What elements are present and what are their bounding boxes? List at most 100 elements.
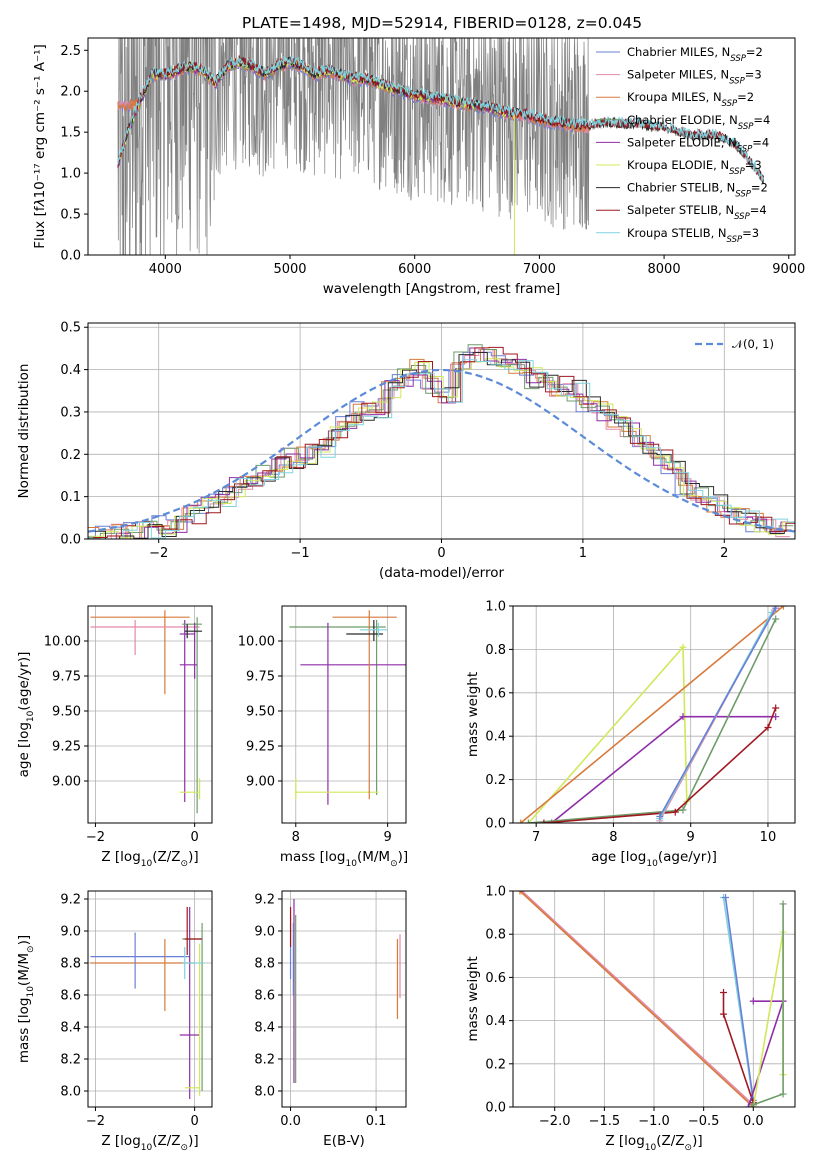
- axes-weight_vs_Z: −2.0 −1.5 −1.0 −0.5 0.0 0.0 0.2 0.4 0.6 0.8 1.0 Z […: [465, 885, 796, 1153]
- axes-frame-residuals: [87, 322, 796, 540]
- plot-area-residuals: [88, 344, 795, 539]
- series-point: [749, 997, 757, 1005]
- errorbar-chabrier-stelib: [346, 620, 384, 641]
- y-tick-label: 8.4: [60, 1021, 81, 1036]
- series-point: [720, 989, 728, 997]
- model-kroupa-stelib: [117, 54, 765, 182]
- x-tick-label: −1.5: [589, 1114, 621, 1129]
- errorbar-salpeter-stelib: [184, 907, 203, 955]
- y-axis-label: mass [log10(M/M⊙)]: [16, 935, 36, 1063]
- y-tick-label: 8.2: [60, 1053, 81, 1068]
- legend: Chabrier MILES, NSSP=2 Salpeter MILES, NS…: [596, 45, 770, 245]
- x-tick-label: 4000: [149, 262, 182, 277]
- series-point: [656, 812, 664, 820]
- errorbar-chabrier-elodie: [289, 620, 386, 795]
- x-tick-label: 0: [190, 1114, 198, 1129]
- series-point: [744, 1103, 752, 1107]
- histogram-chabrier-elodie: [88, 344, 794, 539]
- series-point: [764, 724, 772, 732]
- axes-frame-mass_vs_Z: [87, 890, 213, 1108]
- y-tick-label: 2.5: [60, 44, 81, 59]
- legend-label: Kroupa ELODIE, NSSP=3: [627, 158, 762, 177]
- axes-age_vs_Z: −2 0 9.00 9.25 9.50 9.75 10.00 Z [log10(Z/Z⊙)] a…: [16, 605, 213, 869]
- series-point: [749, 1101, 757, 1107]
- series-chabrier-elodie: [524, 615, 780, 823]
- y-tick-label: 8.2: [254, 1053, 275, 1068]
- series-point: [720, 1010, 728, 1018]
- legend-label: Salpeter STELIB, NSSP=4: [627, 203, 767, 222]
- x-tick-label: 1: [579, 546, 587, 561]
- plot-area-age_vs_mass: [289, 610, 406, 805]
- legend-label: 𝒩(0, 1): [732, 337, 774, 351]
- series-line: [519, 891, 754, 1107]
- y-tick-label: 8.4: [254, 1021, 275, 1036]
- series-kroupa-miles: [516, 891, 757, 1107]
- series-point: [772, 713, 780, 721]
- y-tick-label: 10.00: [44, 635, 81, 650]
- y-tick-label: 0.1: [60, 490, 81, 505]
- x-tick-label: 0.0: [280, 1114, 301, 1129]
- y-tick-label: 0.6: [485, 971, 506, 986]
- y-tick-label: 8.8: [60, 957, 81, 972]
- axes-frame-weight_vs_age: [512, 605, 796, 824]
- axes-weight_vs_age: 7 8 9 10 0.0 0.2 0.4 0.6 0.8 1.0 age [log10(age/yr…: [465, 600, 796, 869]
- errorbar-kroupa-miles: [90, 939, 195, 1011]
- y-tick-label: 9.0: [254, 925, 275, 940]
- errorbar-chabrier-miles: [90, 932, 190, 989]
- x-tick-label: 0.1: [366, 1114, 387, 1129]
- x-tick-label: 9000: [772, 262, 805, 277]
- series-chabrier-miles: [656, 606, 780, 820]
- legend-label: Chabrier MILES, NSSP=2: [627, 45, 763, 64]
- y-axis-label: Flux [fλ10⁻¹⁷ erg cm⁻² s⁻¹ A⁻¹]: [32, 44, 48, 249]
- x-tick-label: −2: [86, 830, 105, 845]
- y-tick-label: 8.0: [60, 1085, 81, 1100]
- x-tick-label: 10: [760, 830, 777, 845]
- y-tick-label: 9.50: [52, 705, 81, 720]
- axes-residuals: −2 −1 0 1 2 0.0 0.1 0.2 0.3 0.4 0.5 (data-model)/er…: [16, 321, 796, 581]
- x-tick-label: −0.5: [688, 1114, 720, 1129]
- series-point: [779, 606, 787, 610]
- series-line: [722, 992, 755, 1103]
- series-point: [679, 713, 687, 721]
- errorbar-salpeter-elodie: [179, 622, 198, 679]
- series-point: [671, 808, 679, 816]
- y-axis-label: mass weight: [465, 956, 481, 1041]
- histogram-salpeter-elodie: [88, 347, 795, 539]
- series-salpeter-stelib: [540, 704, 780, 823]
- series-line: [752, 931, 784, 1107]
- series-point: [516, 891, 524, 895]
- y-tick-label: 9.25: [246, 740, 275, 755]
- x-tick-label: 7000: [523, 262, 556, 277]
- y-tick-label: 0.6: [485, 686, 506, 701]
- series-point: [679, 643, 687, 651]
- series-point: [772, 615, 780, 623]
- axes-frame-mass_vs_ebv: [281, 890, 407, 1108]
- y-tick-label: 0.8: [485, 643, 506, 658]
- errorbar-chabrier-elodie: [182, 617, 203, 814]
- y-tick-label: 9.2: [60, 893, 81, 908]
- legend-label: Kroupa STELIB, NSSP=3: [627, 226, 759, 245]
- errorbar-kroupa-stelib: [182, 947, 205, 979]
- series-point: [679, 806, 687, 814]
- x-tick-label: −1: [291, 546, 310, 561]
- legend-label: Chabrier STELIB, NSSP=2: [627, 181, 768, 200]
- series-point: [772, 704, 780, 712]
- axes-spectrum: 4000 5000 6000 7000 8000 9000 0.0 0.5 1.0 1.5 2.0 2…: [32, 37, 805, 297]
- normal-curve: [88, 368, 795, 533]
- x-axis-label: Z [log10(Z/Z⊙)]: [101, 1133, 198, 1153]
- series-point: [779, 900, 787, 908]
- figure-title: PLATE=1498, MJD=52914, FIBERID=0128, z=0…: [242, 14, 642, 32]
- legend: 𝒩(0, 1): [695, 337, 774, 351]
- x-tick-label: 0.0: [743, 1114, 764, 1129]
- plot-area-weight_vs_age: [517, 606, 787, 823]
- y-tick-label: 0.2: [60, 448, 81, 463]
- axes-root: 4000 5000 6000 7000 8000 90000.00.51.01.52.02…: [16, 37, 805, 1153]
- observed-spectrum: [117, 38, 764, 255]
- errorbar-salpeter-elodie: [179, 907, 200, 1099]
- x-axis-label: (data-model)/error: [379, 565, 505, 581]
- series-chabrier-elodie: [749, 900, 787, 1107]
- y-tick-label: 0.5: [60, 321, 81, 336]
- y-tick-label: 9.00: [246, 775, 275, 790]
- y-tick-label: 0.2: [485, 773, 506, 788]
